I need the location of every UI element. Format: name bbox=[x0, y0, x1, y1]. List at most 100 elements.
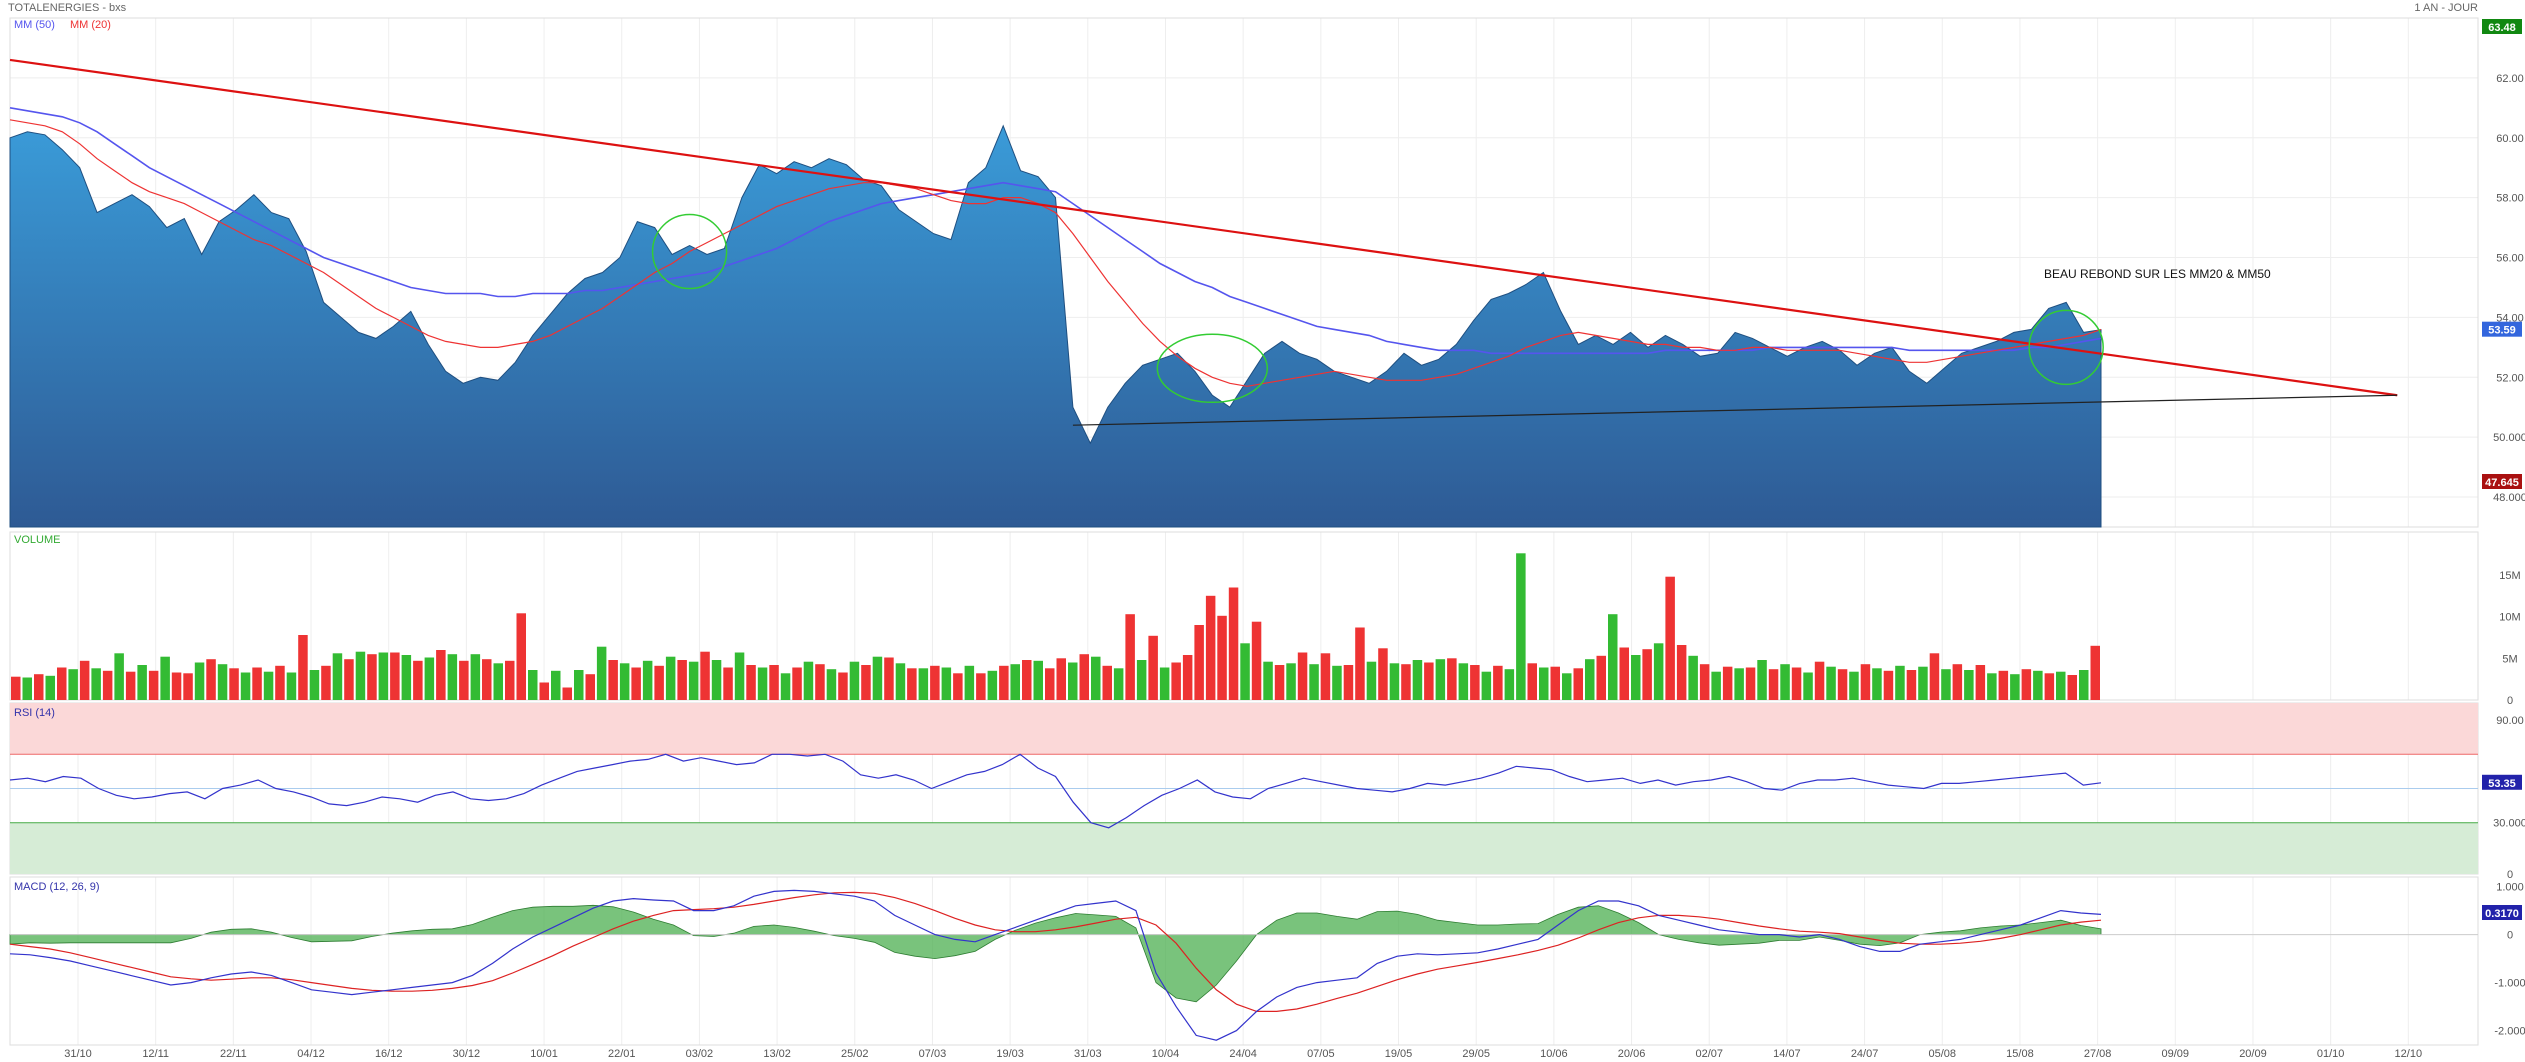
volume-bar bbox=[1596, 655, 1606, 700]
volume-bar bbox=[1493, 665, 1503, 700]
volume-bar bbox=[1745, 667, 1756, 700]
volume-bar bbox=[194, 662, 205, 700]
macd-panel bbox=[9, 889, 2478, 1041]
volume-bar bbox=[1631, 655, 1641, 700]
volume-bar bbox=[68, 669, 78, 700]
volume-bar bbox=[1608, 614, 1618, 700]
volume-bar bbox=[217, 664, 228, 700]
volume-bar bbox=[1056, 658, 1066, 700]
volume-bar bbox=[470, 654, 481, 700]
x-tick-label: 22/11 bbox=[220, 1048, 247, 1060]
volume-bar bbox=[516, 613, 526, 700]
volume-bar bbox=[1550, 666, 1560, 700]
x-tick-label: 10/04 bbox=[1152, 1048, 1180, 1060]
volume-panel bbox=[11, 553, 2100, 700]
volume-bar bbox=[1883, 670, 1894, 700]
macd-signal-line bbox=[9, 891, 2102, 1012]
y-tick-label: 0 bbox=[2507, 869, 2513, 881]
volume-bar bbox=[1895, 665, 1905, 700]
volume-bar bbox=[1125, 614, 1135, 700]
volume-bar bbox=[1447, 658, 1457, 700]
macd-label: MACD (12, 26, 9) bbox=[14, 881, 100, 893]
volume-bar bbox=[872, 656, 883, 700]
x-tick-label: 31/03 bbox=[1074, 1048, 1102, 1060]
legend-mm50: MM (50) bbox=[14, 19, 55, 31]
volume-bar bbox=[1826, 666, 1836, 700]
volume-bar bbox=[436, 650, 446, 700]
y-tick-label: 0 bbox=[2507, 695, 2513, 707]
volume-bar bbox=[987, 670, 998, 700]
volume-bar bbox=[1045, 668, 1055, 700]
volume-bar bbox=[390, 652, 400, 700]
y-tick-label: -2.000 bbox=[2494, 1026, 2525, 1038]
volume-bar bbox=[275, 665, 285, 700]
volume-bar bbox=[999, 665, 1009, 700]
volume-bar bbox=[1768, 669, 1779, 700]
volume-bar bbox=[2056, 671, 2066, 700]
volume-bar bbox=[1240, 643, 1250, 700]
volume-bar bbox=[1010, 664, 1020, 700]
volume-bar bbox=[780, 673, 791, 700]
x-tick-label: 22/01 bbox=[608, 1048, 636, 1060]
volume-label: VOLUME bbox=[14, 534, 60, 546]
volume-bar bbox=[631, 667, 641, 700]
period-label: 1 AN - JOUR bbox=[2414, 2, 2478, 14]
volume-bar bbox=[1585, 659, 1595, 700]
volume-bar bbox=[1228, 587, 1239, 700]
volume-bar bbox=[907, 668, 917, 700]
volume-bar bbox=[1366, 661, 1377, 700]
low-price-badge: 47.645 bbox=[2485, 477, 2519, 489]
volume-bar bbox=[826, 669, 837, 700]
volume-bar bbox=[229, 668, 239, 700]
volume-bar bbox=[114, 653, 124, 700]
volume-bar bbox=[665, 656, 676, 700]
volume-bar bbox=[1780, 664, 1790, 700]
macd-last-badge: 0.3170 bbox=[2485, 908, 2519, 920]
y-axis-labels: 62.00 60.00 58.00 56.00 54.00 52.00 50.000 48.0… bbox=[2482, 19, 2525, 1038]
y-tick-label: 10M bbox=[2499, 612, 2520, 624]
x-tick-label: 20/06 bbox=[1618, 1048, 1646, 1060]
volume-bar bbox=[895, 663, 906, 700]
volume-bar bbox=[1481, 671, 1492, 700]
volume-bar bbox=[1274, 665, 1285, 700]
volume-bar bbox=[482, 659, 492, 700]
volume-bar bbox=[1872, 668, 1882, 700]
volume-bar bbox=[91, 668, 101, 700]
volume-bar bbox=[125, 671, 136, 700]
rsi-last-badge-bg bbox=[2482, 774, 2522, 790]
volume-bar bbox=[746, 665, 756, 700]
volume-bar bbox=[1068, 662, 1078, 700]
y-tick-label: -1.000 bbox=[2494, 978, 2525, 990]
highlight-circle bbox=[2028, 309, 2104, 386]
volume-bar bbox=[11, 676, 21, 700]
volume-bar bbox=[263, 671, 274, 700]
volume-bar bbox=[1975, 665, 1986, 700]
volume-bar bbox=[1412, 660, 1423, 700]
resistance-trendline bbox=[9, 58, 2398, 397]
volume-bar bbox=[1194, 625, 1204, 700]
x-tick-label: 04/12 bbox=[297, 1048, 325, 1060]
highlight-circle bbox=[651, 213, 728, 290]
legend-mm20: MM (20) bbox=[70, 19, 111, 31]
volume-bar bbox=[1286, 663, 1296, 700]
volume-bar bbox=[1860, 664, 1871, 700]
volume-bar bbox=[574, 670, 584, 700]
x-tick-label: 30/12 bbox=[453, 1048, 481, 1060]
y-tick-label: 30.000 bbox=[2493, 818, 2525, 830]
y-tick-label: 15M bbox=[2499, 570, 2520, 582]
volume-bar bbox=[1516, 553, 1526, 700]
x-tick-label: 14/07 bbox=[1773, 1048, 1801, 1060]
y-tick-label: 5M bbox=[2502, 653, 2517, 665]
y-tick-label: 0 bbox=[2507, 930, 2513, 942]
volume-bar bbox=[344, 659, 354, 700]
volume-bar bbox=[493, 663, 503, 700]
rsi-last-badge: 53.35 bbox=[2488, 778, 2516, 790]
volume-bar bbox=[1332, 665, 1342, 700]
x-tick-label: 07/05 bbox=[1307, 1048, 1335, 1060]
volume-bar bbox=[1401, 664, 1411, 700]
volume-bar bbox=[1539, 667, 1549, 700]
volume-bar bbox=[1309, 664, 1319, 700]
volume-bar bbox=[677, 660, 687, 700]
volume-bar bbox=[459, 660, 469, 700]
